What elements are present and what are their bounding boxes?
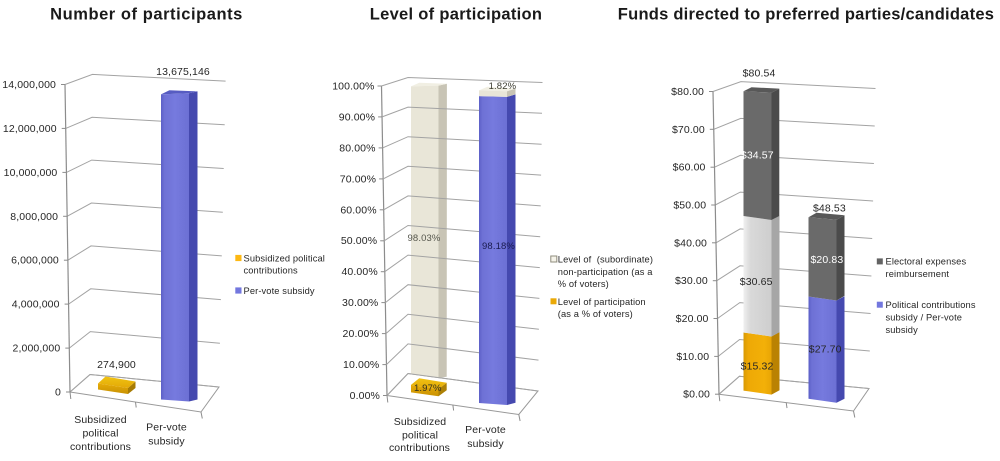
svg-text:14,000,000: 14,000,000: [2, 79, 56, 91]
svg-text:Political contributions: Political contributions: [886, 300, 976, 310]
svg-text:Level of participation: Level of participation: [370, 6, 543, 24]
svg-text:$80.00: $80.00: [671, 86, 704, 98]
svg-text:subsidy: subsidy: [148, 436, 185, 448]
svg-text:Per-vote: Per-vote: [146, 422, 187, 434]
svg-text:Level of participation: Level of participation: [558, 297, 646, 307]
svg-text:$80.54: $80.54: [743, 68, 776, 80]
svg-text:$50.00: $50.00: [673, 200, 706, 212]
svg-text:subsidy: subsidy: [886, 325, 919, 335]
svg-text:90.00%: 90.00%: [339, 111, 375, 123]
svg-text:60.00%: 60.00%: [340, 204, 376, 216]
svg-text:reimbursement: reimbursement: [886, 269, 950, 279]
svg-text:$20.83: $20.83: [810, 254, 843, 266]
svg-text:$40.00: $40.00: [674, 237, 707, 249]
svg-text:Per-vote: Per-vote: [465, 424, 506, 436]
svg-text:12,000,000: 12,000,000: [3, 123, 57, 135]
svg-text:subsidy: subsidy: [467, 438, 504, 450]
svg-text:70.00%: 70.00%: [340, 173, 376, 185]
svg-text:contributions: contributions: [70, 441, 131, 453]
svg-text:Electoral expenses: Electoral expenses: [886, 257, 967, 267]
svg-text:Funds directed to preferred pa: Funds directed to preferred parties/cand…: [618, 6, 994, 24]
svg-text:Level of (subordinate): Level of (subordinate): [558, 254, 653, 264]
svg-text:political: political: [82, 428, 118, 440]
svg-text:98.03%: 98.03%: [408, 233, 441, 244]
svg-text:40.00%: 40.00%: [341, 266, 377, 278]
svg-text:% of voters): % of voters): [558, 279, 609, 289]
svg-text:political: political: [402, 430, 438, 442]
svg-text:50.00%: 50.00%: [341, 235, 377, 247]
svg-text:4,000,000: 4,000,000: [12, 299, 60, 311]
svg-text:80.00%: 80.00%: [339, 142, 375, 154]
svg-text:10.00%: 10.00%: [343, 359, 379, 371]
svg-text:0.00%: 0.00%: [350, 390, 380, 402]
svg-text:$15.32: $15.32: [741, 360, 774, 372]
svg-text:$60.00: $60.00: [673, 162, 706, 174]
svg-text:$70.00: $70.00: [672, 124, 705, 136]
svg-text:100.00%: 100.00%: [332, 81, 374, 93]
svg-text:Subsidized political: Subsidized political: [244, 253, 325, 263]
svg-text:98.18%: 98.18%: [482, 241, 515, 252]
svg-text:30.00%: 30.00%: [342, 297, 378, 309]
svg-text:Number of participants: Number of participants: [50, 6, 243, 24]
svg-text:$30.65: $30.65: [740, 276, 773, 288]
svg-text:6,000,000: 6,000,000: [11, 255, 59, 267]
svg-text:8,000,000: 8,000,000: [10, 211, 58, 223]
svg-text:1.82%: 1.82%: [489, 81, 517, 92]
svg-text:$30.00: $30.00: [675, 275, 708, 287]
svg-text:$34.57: $34.57: [741, 150, 774, 162]
svg-text:1.97%: 1.97%: [414, 383, 442, 394]
svg-text:20.00%: 20.00%: [343, 328, 379, 340]
svg-text:contributions: contributions: [244, 266, 299, 276]
svg-text:13,675,146: 13,675,146: [156, 66, 210, 78]
svg-text:$20.00: $20.00: [676, 313, 709, 325]
svg-text:$10.00: $10.00: [676, 351, 709, 363]
svg-text:2,000,000: 2,000,000: [13, 343, 61, 355]
svg-text:Per-vote subsidy: Per-vote subsidy: [244, 286, 315, 296]
svg-text:$27.70: $27.70: [809, 344, 842, 356]
svg-text:$48.53: $48.53: [813, 203, 846, 215]
svg-text:Subsidized: Subsidized: [74, 414, 127, 426]
svg-text:non-participation (as a: non-participation (as a: [558, 267, 653, 277]
svg-text:274,900: 274,900: [97, 359, 136, 371]
svg-text:10,000,000: 10,000,000: [4, 167, 58, 179]
svg-text:subsidy / Per-vote: subsidy / Per-vote: [886, 312, 963, 322]
svg-text:contributions: contributions: [389, 442, 450, 454]
svg-text:$0.00: $0.00: [683, 389, 710, 401]
svg-text:0: 0: [55, 387, 61, 399]
svg-text:(as a % of voters): (as a % of voters): [558, 309, 633, 319]
svg-text:Subsidized: Subsidized: [394, 416, 447, 428]
